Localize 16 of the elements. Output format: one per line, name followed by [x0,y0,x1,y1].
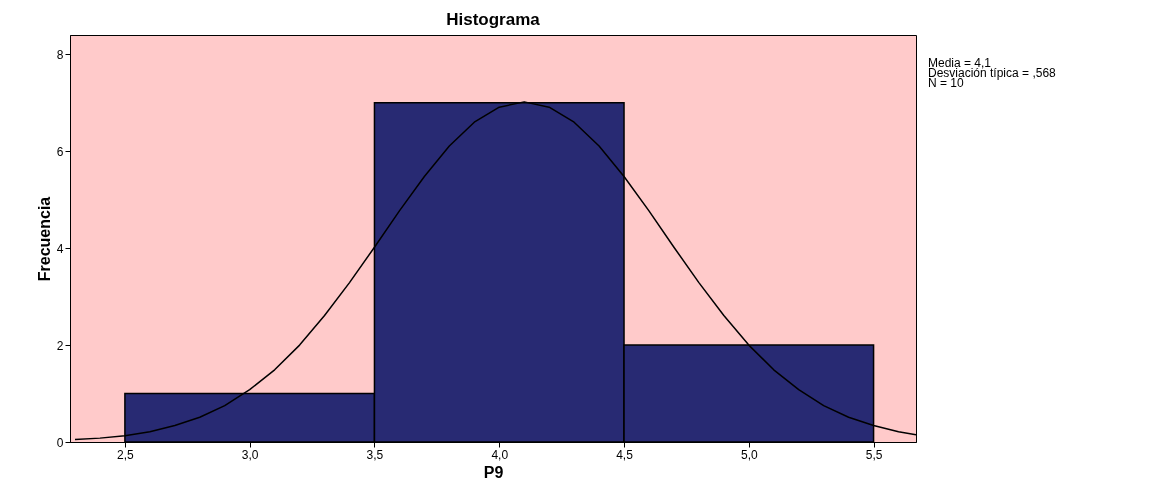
chart-title: Histograma [446,10,541,29]
x-tick-label: 5,0 [740,447,758,462]
x-tick-label: 2,5 [117,447,135,462]
x-tick-label: 4,0 [491,447,509,462]
y-axis-title: Frecuencia [35,196,53,282]
y-tick-label: 8 [56,47,64,62]
x-tick-label: 3,0 [241,447,259,462]
x-tick-label: 3,5 [366,447,384,462]
y-tick-label: 0 [56,435,64,450]
x-tick-label: 4,5 [616,447,634,462]
text: N = 10 [928,76,965,90]
y-tick-label: 4 [56,241,64,256]
y-tick-label: 6 [56,144,64,159]
y-tick-label: 2 [56,338,64,353]
x-tick-label: 5,5 [865,447,883,462]
x-axis-title: P9 [483,463,504,481]
